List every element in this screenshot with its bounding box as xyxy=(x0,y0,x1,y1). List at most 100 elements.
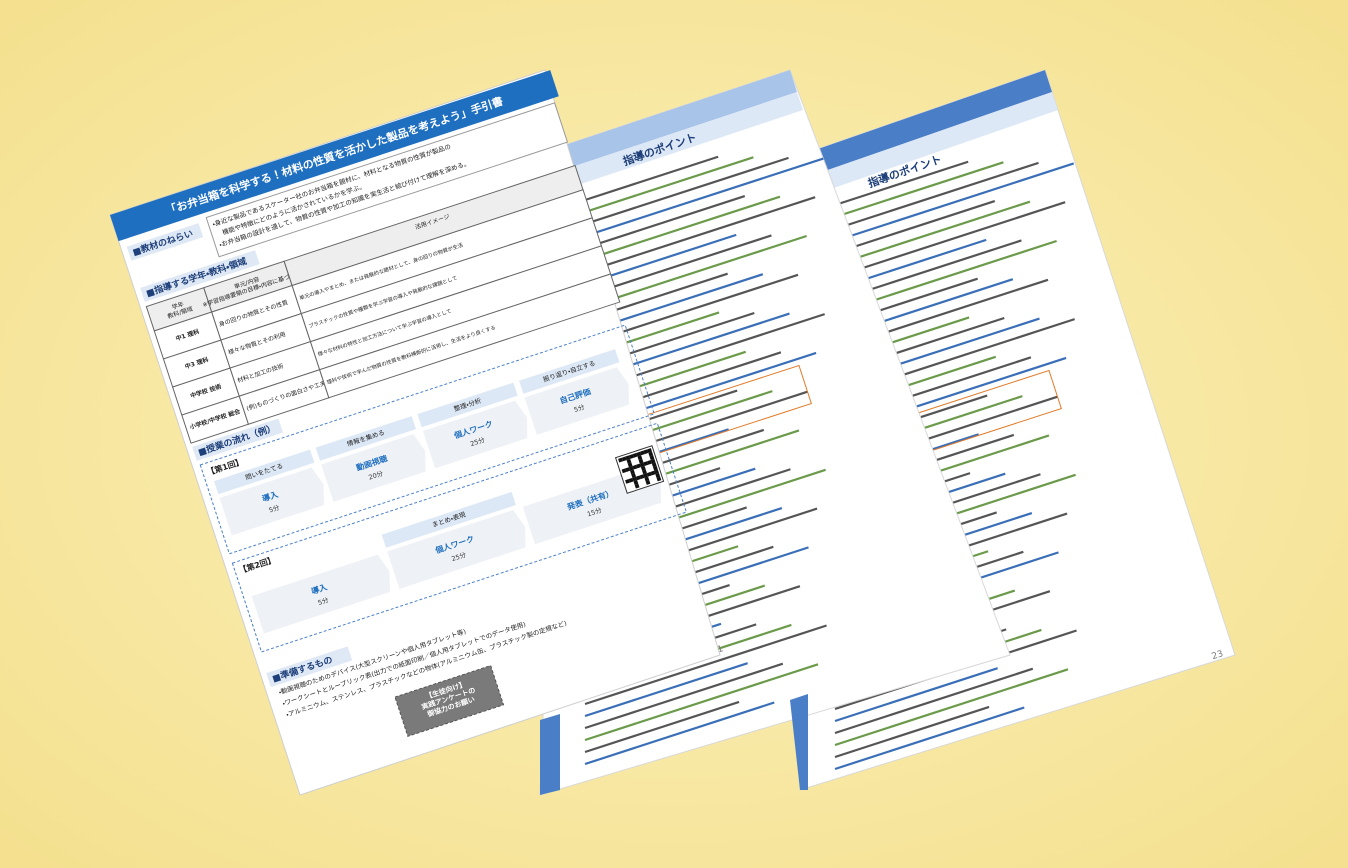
qr-cell xyxy=(643,449,649,455)
qr-cell xyxy=(639,450,645,456)
header-band xyxy=(572,92,803,185)
qr-cell xyxy=(640,465,646,471)
qr-cell xyxy=(649,455,655,461)
qr-cell xyxy=(635,475,641,481)
text-line xyxy=(584,662,748,718)
section-tag xyxy=(266,646,353,688)
phase-box xyxy=(519,349,620,394)
text-line xyxy=(584,196,816,274)
text-line xyxy=(584,195,781,262)
section-tag xyxy=(126,223,204,261)
qr-cell xyxy=(646,471,652,477)
qr-cell xyxy=(633,480,639,485)
qr-cell xyxy=(642,469,647,475)
phase-box xyxy=(381,491,516,548)
qr-cell xyxy=(638,458,644,464)
header-band xyxy=(822,92,1058,190)
step-arrow xyxy=(251,554,390,634)
qr-cell xyxy=(621,456,627,462)
table-cell xyxy=(319,273,621,399)
qr-cell xyxy=(626,458,632,464)
qr-cell xyxy=(618,457,623,463)
step-name: 導入 xyxy=(310,582,328,596)
text-line xyxy=(834,705,990,759)
flow: 問いをたてる導入5分情報を集める動画視聴20分整理・分析個人ワーク25分振り返り… xyxy=(214,349,629,536)
qr-cell xyxy=(654,469,659,475)
qr-cell xyxy=(625,479,630,484)
text-line xyxy=(834,200,1031,267)
step-time: 5分 xyxy=(317,595,330,607)
qr-code xyxy=(618,448,662,489)
qr-cell xyxy=(648,451,654,457)
text-line xyxy=(584,157,825,238)
phase-box xyxy=(214,449,315,495)
qr-cell xyxy=(643,473,649,478)
side-tab xyxy=(790,694,808,790)
qr-cell xyxy=(639,474,645,480)
qr-cell xyxy=(644,476,650,482)
text-line xyxy=(834,160,969,207)
qr-cell xyxy=(621,468,627,474)
qr-cell xyxy=(631,473,636,478)
text-line xyxy=(834,667,1034,735)
qr-cell xyxy=(628,466,634,471)
qr-cell xyxy=(634,483,640,489)
step-time: 5分 xyxy=(268,502,281,514)
text-line xyxy=(584,701,775,766)
text-line xyxy=(584,195,746,250)
text-box xyxy=(205,102,569,258)
phase-box xyxy=(417,382,518,428)
step-arrow xyxy=(387,510,526,589)
qr-cell xyxy=(655,473,661,478)
qr-cell xyxy=(632,476,638,482)
qr-cell xyxy=(647,448,653,453)
qr-cell xyxy=(636,451,642,457)
qr-cell xyxy=(647,460,652,465)
qr-cell xyxy=(645,480,651,485)
step-arrow xyxy=(219,467,324,536)
qr-cell xyxy=(629,454,634,459)
text-line xyxy=(584,234,772,298)
page-number: 23 xyxy=(1211,649,1225,662)
text-line xyxy=(584,156,789,226)
step-arrow xyxy=(422,400,528,469)
side-tab xyxy=(540,714,560,795)
section-tag xyxy=(140,250,260,302)
text-line xyxy=(834,706,1025,771)
text-line xyxy=(834,161,1004,219)
header-band xyxy=(815,70,1052,172)
text-line xyxy=(834,668,1069,747)
qr-cell xyxy=(627,462,633,468)
text-line xyxy=(584,155,719,202)
qr-cell xyxy=(637,455,643,461)
qr-cell xyxy=(625,467,631,472)
qr-cell xyxy=(632,452,638,458)
qr-cell xyxy=(643,461,649,466)
flow-frame xyxy=(199,324,655,555)
text-line xyxy=(834,162,1075,243)
text-line xyxy=(584,700,740,754)
text-line xyxy=(584,663,819,742)
qr-cell xyxy=(632,464,638,470)
qr-cell xyxy=(639,462,645,468)
qr-cell xyxy=(636,463,641,469)
qr-cell xyxy=(628,477,634,483)
qr-cell xyxy=(625,455,631,461)
qr-cell xyxy=(656,476,662,482)
title-band xyxy=(110,70,559,242)
step-name: 導入 xyxy=(261,489,279,503)
text-line xyxy=(834,201,1066,279)
text-line xyxy=(834,667,998,723)
text-line xyxy=(834,200,996,255)
qr-cell xyxy=(651,462,657,468)
qr-cell xyxy=(630,469,635,475)
section-tag xyxy=(192,418,283,461)
phase-box xyxy=(315,416,416,461)
text-line xyxy=(584,624,827,706)
text-line xyxy=(584,156,754,214)
text-line xyxy=(584,662,784,730)
qr-cell xyxy=(650,470,656,476)
